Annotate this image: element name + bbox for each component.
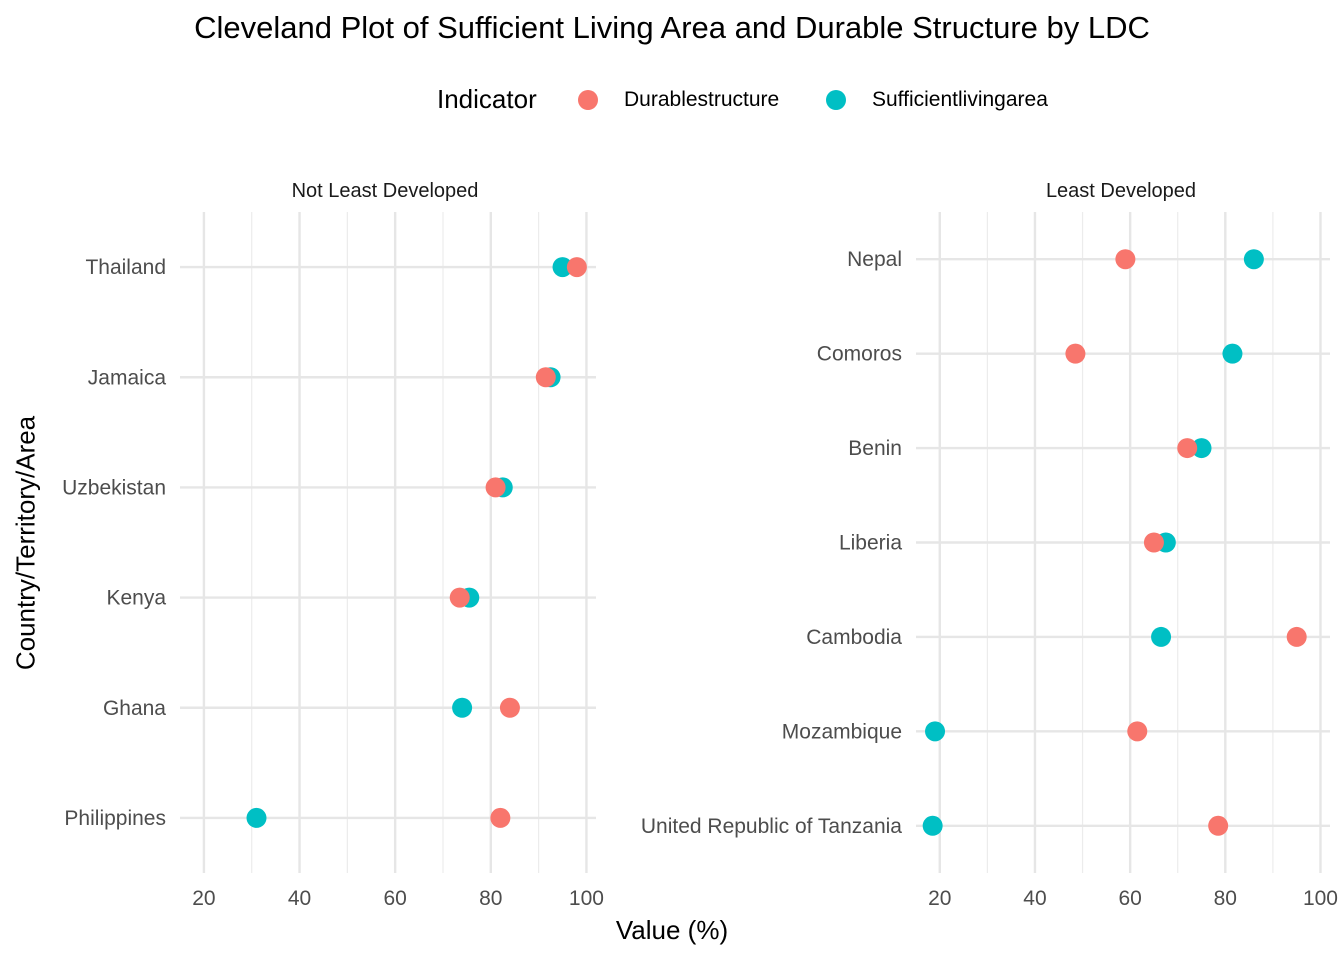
- category-label: Jamaica: [88, 366, 167, 389]
- legend: Indicator Durablestructure Sufficientliv…: [0, 84, 1344, 118]
- point-durablestructure: [1065, 343, 1086, 364]
- x-tick-label: 80: [1214, 887, 1237, 910]
- point-durablestructure: [1208, 815, 1229, 836]
- legend-swatch: [826, 90, 846, 110]
- category-label: Uzbekistan: [62, 476, 166, 499]
- category-label: Ghana: [103, 697, 166, 720]
- category-label: Thailand: [85, 256, 166, 279]
- legend-label: Durablestructure: [624, 88, 780, 111]
- category-label: Liberia: [839, 532, 902, 555]
- legend-title: Indicator: [437, 84, 537, 114]
- point-durablestructure: [490, 807, 511, 828]
- point-durablestructure: [1127, 721, 1148, 742]
- x-tick-label: 80: [479, 887, 502, 910]
- point-durablestructure: [485, 477, 506, 498]
- point-sufficientlivingarea: [452, 697, 473, 718]
- point-sufficientlivingarea: [922, 815, 943, 836]
- point-durablestructure: [1143, 532, 1164, 553]
- chart-title: Cleveland Plot of Sufficient Living Area…: [194, 10, 1150, 45]
- category-label: Philippines: [64, 807, 166, 830]
- x-tick-label: 20: [192, 887, 215, 910]
- x-tick-label: 60: [383, 887, 406, 910]
- category-label: Comoros: [817, 343, 902, 366]
- point-durablestructure: [1177, 438, 1198, 459]
- category-label: Benin: [848, 437, 902, 460]
- x-tick-label: 60: [1118, 887, 1141, 910]
- x-axis-title: Value (%): [615, 915, 729, 945]
- point-durablestructure: [499, 697, 520, 718]
- point-durablestructure: [566, 257, 587, 278]
- x-tick-label: 40: [1023, 887, 1046, 910]
- x-tick-label: 100: [1303, 887, 1338, 910]
- point-durablestructure: [1115, 249, 1136, 270]
- x-tick-label: 20: [928, 887, 951, 910]
- category-label: Kenya: [106, 587, 166, 610]
- point-durablestructure: [449, 587, 470, 608]
- category-label: United Republic of Tanzania: [641, 815, 902, 838]
- x-tick-label: 40: [288, 887, 311, 910]
- category-label: Cambodia: [806, 626, 902, 649]
- point-sufficientlivingarea: [1151, 626, 1172, 647]
- category-label: Mozambique: [782, 720, 902, 743]
- point-sufficientlivingarea: [1191, 438, 1212, 459]
- point-durablestructure: [535, 367, 556, 388]
- x-tick-label: 100: [569, 887, 604, 910]
- point-sufficientlivingarea: [246, 807, 267, 828]
- point-sufficientlivingarea: [1243, 249, 1264, 270]
- legend-label: Sufficientlivingarea: [872, 88, 1048, 111]
- point-sufficientlivingarea: [925, 721, 946, 742]
- panel-strip-label: Least Developed: [1046, 180, 1196, 202]
- category-label: Nepal: [847, 248, 902, 271]
- point-durablestructure: [1286, 626, 1307, 647]
- point-sufficientlivingarea: [552, 257, 573, 278]
- point-sufficientlivingarea: [1222, 343, 1243, 364]
- panel-strip-label: Not Least Developed: [292, 180, 479, 202]
- legend-swatch: [578, 90, 598, 110]
